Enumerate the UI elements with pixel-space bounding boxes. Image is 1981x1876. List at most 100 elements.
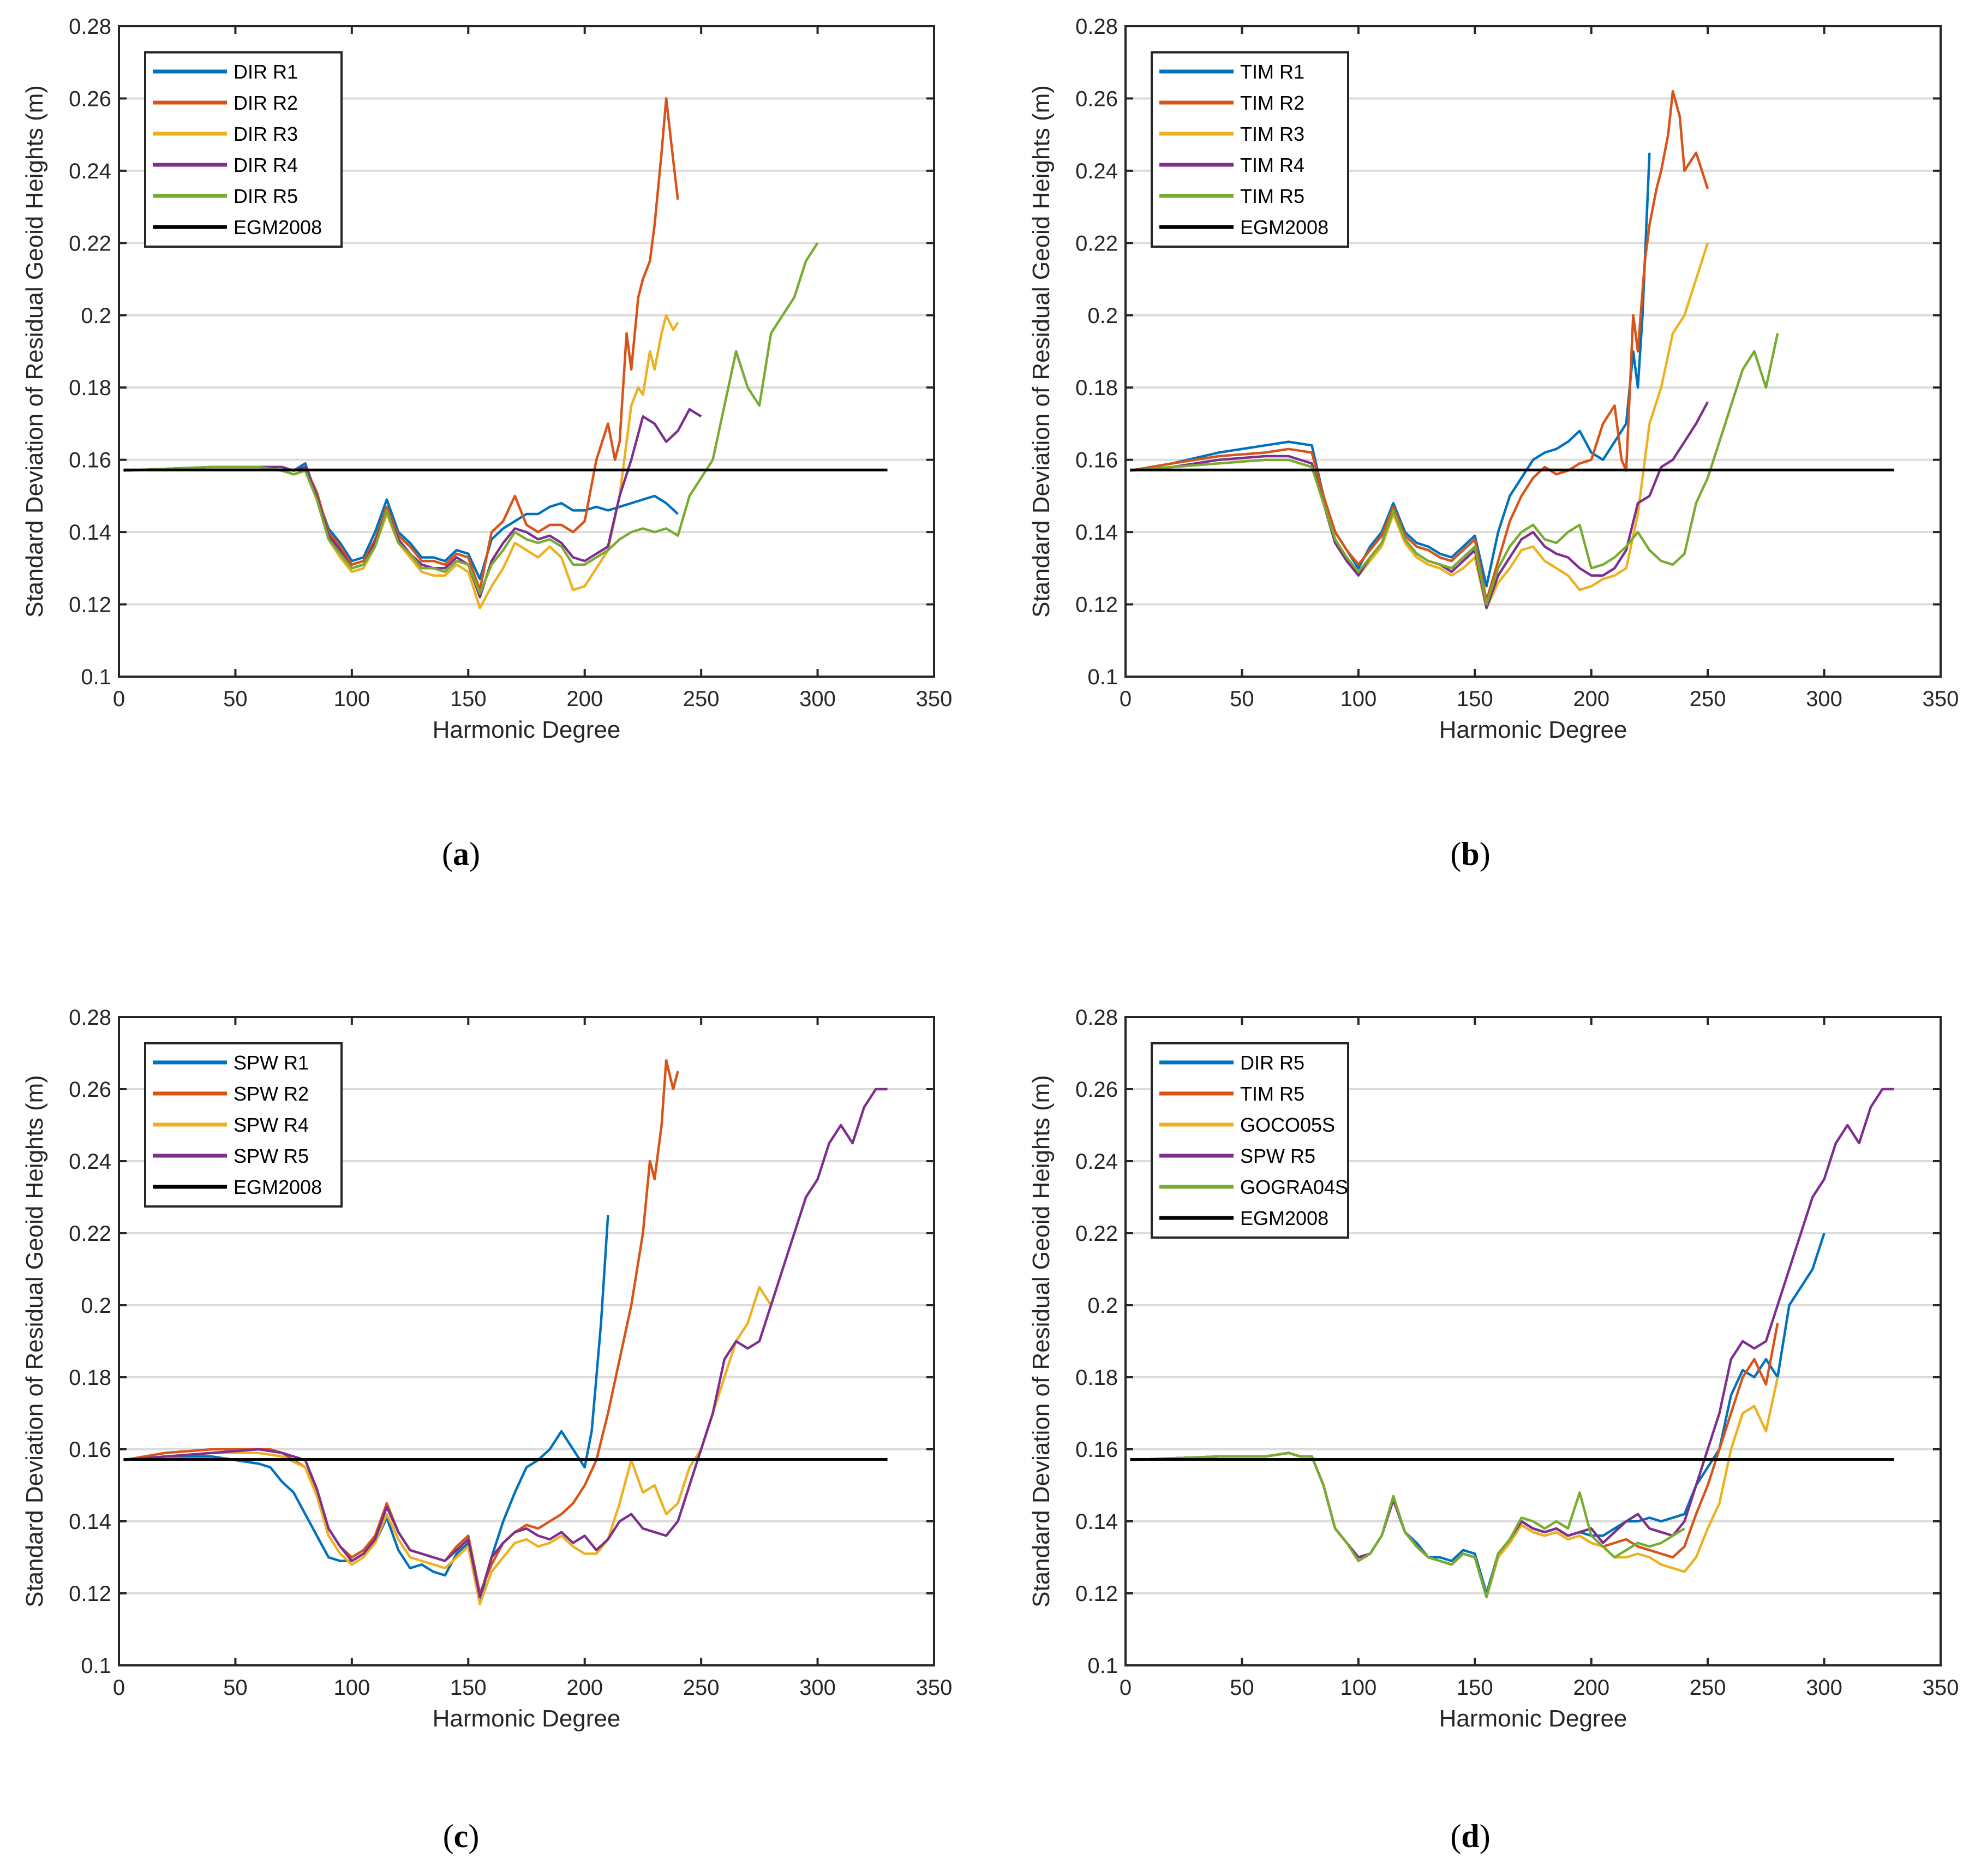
legend-label-dir-r4-a: DIR R4 <box>234 154 298 176</box>
y-tick-label-a-4: 0.18 <box>69 376 111 400</box>
legend-label-dir-r5-a: DIR R5 <box>234 185 298 207</box>
y-tick-label-d-4: 0.18 <box>1075 1366 1118 1390</box>
y-axis-label-c: Standard Deviation of Residual Geoid Hei… <box>21 1075 48 1608</box>
x-tick-label-b-0: 0 <box>1120 687 1132 711</box>
legend-label-egm2008-c: EGM2008 <box>234 1176 322 1198</box>
legend-label-egm2008-a: EGM2008 <box>234 216 322 238</box>
x-tick-label-b-5: 250 <box>1690 687 1726 711</box>
y-tick-label-a-6: 0.22 <box>69 231 111 255</box>
y-tick-label-b-5: 0.2 <box>1087 304 1118 328</box>
y-tick-label-b-8: 0.26 <box>1075 87 1118 111</box>
y-tick-label-a-9: 0.28 <box>69 15 111 39</box>
series-group-b <box>1130 89 1894 610</box>
y-tick-label-d-0: 0.1 <box>1087 1654 1118 1678</box>
legend-b: TIM R1 TIM R2 TIM R3 TIM R4 TIM R5 EGM2008 <box>1151 51 1349 248</box>
x-tick-label-c-5: 250 <box>683 1676 720 1700</box>
panel-label-d: (d) <box>1450 1818 1490 1854</box>
x-axis-label-b: Harmonic Degree <box>1439 716 1627 743</box>
panel-d: (d) 0 50 100 150 200 250 300 350 0.1 0.12 0.14 0.16… <box>1028 1006 1959 1854</box>
axes-box-a <box>118 25 935 678</box>
y-tick-label-c-2: 0.14 <box>69 1510 111 1534</box>
y-tick-label-a-7: 0.24 <box>69 159 111 183</box>
legend-d: DIR R5 TIM R5 GOCO05S SPW R5 GOGRA04S EGM2008 <box>1151 1042 1349 1239</box>
series-group-a <box>123 97 888 610</box>
legend-c: SPW R1 SPW R2 SPW R4 SPW R5 EGM2008 <box>144 1042 343 1208</box>
legend-label-egm2008-b: EGM2008 <box>1240 216 1328 238</box>
y-tick-label-c-3: 0.16 <box>69 1438 111 1462</box>
y-tick-label-d-3: 0.16 <box>1075 1438 1118 1462</box>
y-tick-label-a-1: 0.12 <box>69 593 111 617</box>
y-tick-label-b-2: 0.14 <box>1075 521 1118 545</box>
x-axis-label-c: Harmonic Degree <box>433 1705 621 1732</box>
legend-label-dir-r1-a: DIR R1 <box>234 61 298 83</box>
series-group-c <box>123 1059 888 1606</box>
x-tick-label-d-7: 350 <box>1923 1676 1959 1700</box>
panel-a: (a) 0 50 100 150 200 250 300 350 0.1 0.12 0.14 0.16… <box>21 15 952 872</box>
y-tick-label-a-0: 0.1 <box>81 665 111 689</box>
legend-label-dir-r3-a: DIR R3 <box>234 123 298 145</box>
y-tick-label-d-9: 0.28 <box>1075 1006 1118 1030</box>
panel-c: (c) 0 50 100 150 200 250 300 350 0.1 0.12 0.14 0.16… <box>21 1006 952 1854</box>
y-tick-label-c-4: 0.18 <box>69 1366 111 1390</box>
y-tick-label-b-0: 0.1 <box>1087 665 1118 689</box>
y-tick-label-d-6: 0.22 <box>1075 1222 1118 1246</box>
x-tick-label-a-2: 100 <box>333 687 370 711</box>
panel-label-b: (b) <box>1450 836 1490 872</box>
x-tick-label-a-1: 50 <box>223 687 248 711</box>
series-line-spw-r1-c <box>123 1215 609 1602</box>
series-line-tim-r2-b <box>1130 89 1709 602</box>
legend-label-tim-r5-b: TIM R5 <box>1240 185 1304 207</box>
x-tick-label-d-6: 300 <box>1806 1676 1842 1700</box>
x-tick-label-a-6: 300 <box>799 687 836 711</box>
y-tick-label-d-7: 0.24 <box>1075 1150 1118 1174</box>
series-line-gogra04s-d <box>1130 1451 1685 1598</box>
x-tick-label-c-2: 100 <box>333 1676 370 1700</box>
legend-label-tim-r1-b: TIM R1 <box>1240 61 1304 83</box>
y-tick-label-a-2: 0.14 <box>69 521 111 545</box>
legend-box-d <box>1151 1042 1349 1239</box>
legend-label-spw-r5-c: SPW R5 <box>234 1145 309 1167</box>
y-tick-label-b-4: 0.18 <box>1075 376 1118 400</box>
x-tick-label-b-4: 200 <box>1573 687 1609 711</box>
series-line-spw-r5-c <box>123 1088 888 1598</box>
x-tick-label-d-1: 50 <box>1230 1676 1254 1700</box>
legend-label-egm2008-d: EGM2008 <box>1240 1207 1328 1229</box>
legend-label-goco05s-d: GOCO05S <box>1240 1114 1335 1136</box>
x-tick-label-c-4: 200 <box>566 1676 603 1700</box>
legend-label-gogra04s-d: GOGRA04S <box>1240 1176 1348 1198</box>
y-tick-label-b-9: 0.28 <box>1075 15 1118 39</box>
legend-label-spw-r4-c: SPW R4 <box>234 1114 309 1136</box>
legend-label-tim-r5-d: TIM R5 <box>1240 1083 1304 1105</box>
x-tick-label-a-3: 150 <box>450 687 487 711</box>
x-tick-label-d-5: 250 <box>1690 1676 1726 1700</box>
y-tick-label-d-5: 0.2 <box>1087 1294 1118 1318</box>
x-tick-label-a-7: 350 <box>916 687 953 711</box>
y-tick-label-b-3: 0.16 <box>1075 449 1118 473</box>
series-line-tim-r5-b <box>1130 333 1779 606</box>
axes-box-b <box>1124 25 1942 678</box>
series-group-d <box>1130 1088 1894 1598</box>
y-tick-label-a-5: 0.2 <box>81 304 111 328</box>
panel-label-a: (a) <box>442 836 480 872</box>
y-tick-label-b-6: 0.22 <box>1075 231 1118 255</box>
y-tick-label-c-5: 0.2 <box>81 1294 111 1318</box>
legend-label-tim-r3-b: TIM R3 <box>1240 123 1304 145</box>
x-tick-label-b-7: 350 <box>1923 687 1959 711</box>
legend-label-spw-r1-c: SPW R1 <box>234 1051 309 1074</box>
x-tick-label-a-0: 0 <box>113 687 125 711</box>
y-tick-label-d-1: 0.12 <box>1075 1582 1118 1606</box>
x-tick-label-b-6: 300 <box>1806 687 1842 711</box>
x-tick-label-d-2: 100 <box>1340 1676 1376 1700</box>
legend-label-dir-r5-d: DIR R5 <box>1240 1051 1304 1074</box>
legend-label-dir-r2-a: DIR R2 <box>234 92 298 114</box>
axes-box-d <box>1124 1016 1942 1666</box>
x-tick-label-c-0: 0 <box>113 1676 125 1700</box>
panel-b: (b) 0 50 100 150 200 250 300 350 0.1 0.12 0.14 0.16… <box>1028 15 1959 872</box>
y-tick-label-a-3: 0.16 <box>69 449 111 473</box>
y-tick-label-c-1: 0.12 <box>69 1582 111 1606</box>
y-tick-label-c-6: 0.22 <box>69 1222 111 1246</box>
y-tick-label-c-8: 0.26 <box>69 1078 111 1102</box>
x-tick-label-c-7: 350 <box>916 1676 953 1700</box>
y-tick-label-c-9: 0.28 <box>69 1006 111 1030</box>
